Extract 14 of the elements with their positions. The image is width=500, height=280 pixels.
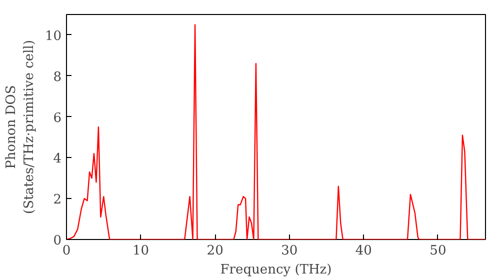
y-tick-label: 0 [53,234,62,248]
x-tick-label: 50 [430,244,446,258]
line-series [66,24,486,240]
y-tick-label: 10 [44,28,62,44]
x-tick-label: 20 [206,244,224,258]
x-tick-label: 40 [355,244,372,258]
y-tick-label: 2 [53,192,62,208]
x-axis-title: Frequency (THz) [220,262,332,278]
y-tick-label: 8 [53,70,62,85]
x-tick-label: 10 [132,244,150,258]
x-tick-label: 30 [281,244,298,258]
y-tick-label: 4 [53,152,62,167]
y-axis-title: Phonon DOS (States/THz·primitive cell) [4,40,37,214]
y-tick-label: 6 [53,110,62,126]
